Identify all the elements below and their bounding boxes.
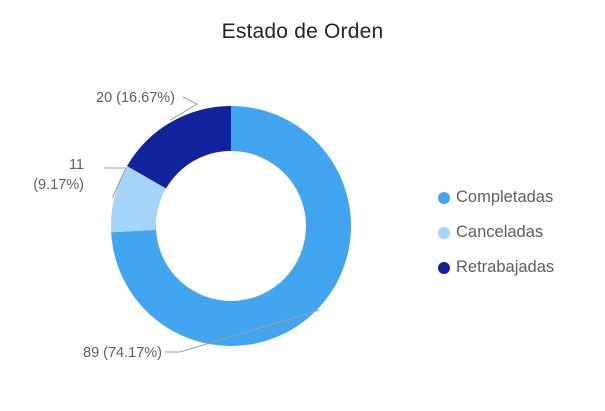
slice-canceladas[interactable] xyxy=(111,166,167,233)
donut-slices xyxy=(111,106,351,346)
legend-item-retrabajadas[interactable]: Retrabajadas xyxy=(438,250,554,285)
legend-item-completadas[interactable]: Completadas xyxy=(438,180,554,215)
data-label-retrabajadas: 20 (16.67%) xyxy=(96,90,175,106)
data-label-completadas: 89 (74.17%) xyxy=(83,345,162,361)
legend-swatch-icon xyxy=(438,191,450,204)
leader-line-completadas xyxy=(165,309,320,353)
slice-retrabajadas[interactable] xyxy=(127,106,231,189)
legend-label: Completadas xyxy=(456,188,554,206)
data-label-canceladas: 11 (9.17%) xyxy=(33,157,84,193)
legend-label: Retrabajadas xyxy=(456,258,555,276)
legend-item-canceladas[interactable]: Canceladas xyxy=(438,215,554,250)
legend-swatch-icon xyxy=(438,261,450,274)
data-labels: 89 (74.17%) 11 (9.17%) 20 (16.67%) xyxy=(33,90,320,361)
chart-title: Estado de Orden xyxy=(221,20,384,43)
legend: Completadas Canceladas Retrabajadas xyxy=(438,180,554,285)
slice-completadas[interactable] xyxy=(111,106,351,346)
legend-swatch-icon xyxy=(438,226,450,239)
legend-label: Canceladas xyxy=(456,223,544,241)
leader-line-retrabajadas xyxy=(169,96,199,121)
leader-line-canceladas xyxy=(104,167,127,198)
